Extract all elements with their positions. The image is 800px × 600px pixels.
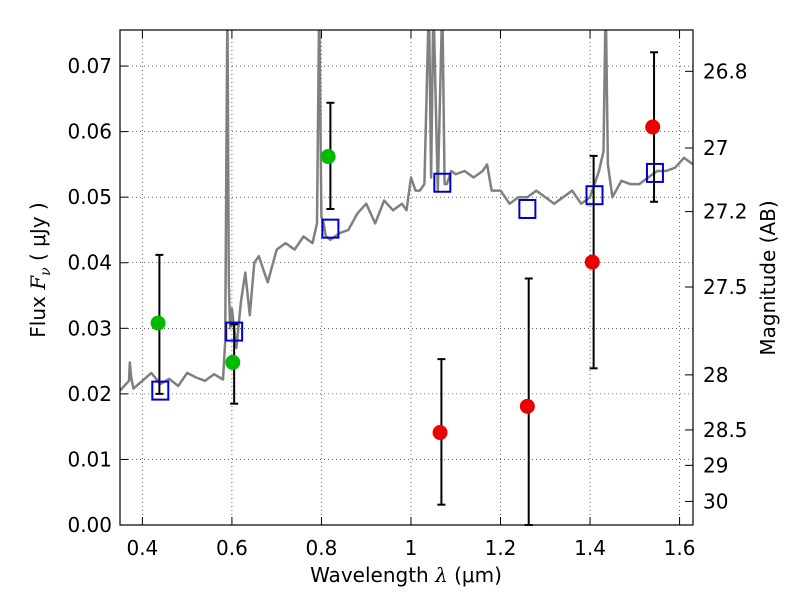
- y-tick-label: 0.06: [67, 120, 112, 144]
- x-tick-label: 1.4: [574, 536, 606, 560]
- grid: [120, 30, 693, 525]
- y2-tick-label: 27.2: [703, 200, 748, 224]
- y-axis-label: Flux Fν ( μJy ): [26, 202, 54, 337]
- y2-tick-label: 29: [703, 453, 728, 477]
- y-tick-label: 0.05: [67, 185, 112, 209]
- red-point: [584, 254, 600, 270]
- y2-tick-label: 28.5: [703, 418, 748, 442]
- detection-point: [150, 315, 166, 331]
- x-tick-label: 1.2: [485, 536, 517, 560]
- model-point: [518, 198, 537, 219]
- x-tick-label: 0.8: [306, 536, 338, 560]
- x-tick-label: 0.4: [126, 536, 158, 560]
- y2-tick-label: 27: [703, 136, 728, 160]
- x-tick-label: 1: [405, 536, 418, 560]
- x-axis-label: Wavelength λ (μm): [310, 563, 502, 587]
- y2-tick-label: 28: [703, 363, 728, 387]
- y2-axis-label: Magnitude (AB): [756, 200, 780, 355]
- y-tick-label: 0.01: [67, 447, 112, 471]
- red-point: [645, 119, 661, 135]
- model-point: [151, 380, 170, 401]
- model-point: [433, 172, 452, 193]
- y-tick-label: 0.02: [67, 382, 112, 406]
- y-tick-label: 0.04: [67, 251, 112, 275]
- model-point: [225, 321, 244, 342]
- plot-frame: [119, 29, 694, 526]
- ticks: 0.4 0.6 0.8 1 1.2 1.4 1.6 0.00 0.01 0.02 0.03 0.04 0…: [67, 30, 748, 560]
- detection-point: [320, 149, 336, 165]
- marker-layer: [150, 119, 664, 441]
- red-point: [519, 398, 535, 414]
- spectrum-layer: [120, 30, 693, 392]
- y-tick-label: 0.03: [67, 316, 112, 340]
- plot-background: [120, 30, 693, 525]
- y2-tick-label: 26.8: [703, 59, 748, 83]
- y2-tick-label: 27.5: [703, 275, 748, 299]
- y2-tick-label: 30: [703, 489, 728, 513]
- y-tick-label: 0.00: [67, 513, 112, 537]
- model-point: [321, 218, 340, 239]
- x-tick-label: 1.6: [664, 536, 696, 560]
- x-tick-label: 0.6: [216, 536, 248, 560]
- spectrum-line: [120, 30, 693, 392]
- red-point: [432, 425, 448, 441]
- detection-point: [225, 354, 241, 370]
- model-point: [585, 185, 604, 206]
- y-tick-label: 0.07: [67, 54, 112, 78]
- model-point: [645, 162, 664, 183]
